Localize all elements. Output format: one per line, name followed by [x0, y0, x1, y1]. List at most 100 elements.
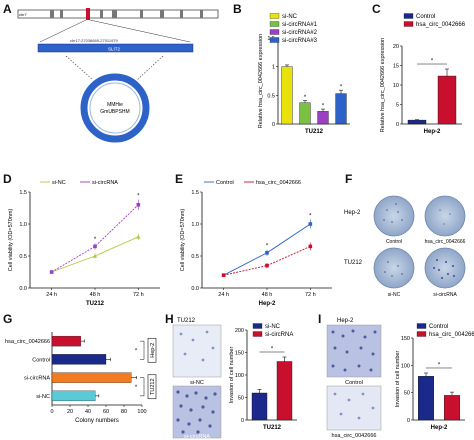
chart-g: 0 20 40 60 80 100 hsa_circ_0042666 Control si-ci…: [5, 332, 157, 424]
x-tick-label: 48 h: [262, 292, 273, 298]
legend-label: si-NC: [52, 180, 66, 186]
bar: [335, 93, 347, 125]
panel-i-images: Hep-2 Control hsa_circ_0042666: [326, 318, 382, 439]
i-img-top: [326, 324, 382, 378]
y-tick-label: 150: [235, 351, 244, 357]
group-label: TU212: [150, 378, 156, 395]
x-tick-label: 48 h: [90, 292, 101, 298]
bar: [51, 390, 96, 402]
y-tick-label: 0.0: [191, 286, 199, 292]
chart-h: 0 50 100 150 200 * TU212 Invasion of cell numbe…: [229, 323, 297, 431]
panel-label-d: D: [3, 172, 12, 186]
legend-label: Control: [429, 324, 448, 330]
x-tick-label: 72 h: [305, 292, 316, 298]
panel-label-a: A: [3, 2, 12, 16]
y-axis-label: Relative hsa_circ_0042666 expression: [258, 34, 264, 128]
significance-star: *: [135, 385, 138, 391]
data-point: [221, 273, 226, 277]
legend-label: hsa_circ_0042666: [256, 180, 301, 186]
y-tick-label: 0.0: [19, 286, 27, 292]
x-axis-label: TU212: [263, 425, 282, 431]
bar: [251, 392, 268, 421]
significance-star: *: [431, 59, 434, 65]
circrna-plasmid-inner: [89, 82, 141, 134]
y-tick-label: 0.5: [191, 254, 199, 260]
x-axis-label: Hep-2: [424, 129, 441, 135]
zoom-line-right: [89, 19, 191, 43]
plate-si-circrna: [424, 247, 466, 289]
significance-star: *: [271, 347, 274, 353]
legend-swatch: [269, 13, 280, 19]
panel-label-g: G: [3, 312, 13, 326]
y-tick-label: 5: [396, 103, 399, 109]
bar: [407, 119, 427, 125]
data-point: [136, 203, 141, 207]
x-axis-label: TU212: [305, 129, 324, 135]
x-axis-label: Hep-2: [431, 425, 448, 431]
chromosome-bands: [50, 10, 203, 18]
plasmid-label-2: GmUBPSHM: [100, 109, 129, 115]
x-axis-label: Colony numbers: [75, 418, 119, 424]
x-tick-label: 24 h: [218, 292, 229, 298]
legend-swatch: [252, 331, 263, 337]
f-caption-si-circ: si-circRNA: [433, 292, 457, 298]
significance-star: *: [322, 104, 325, 110]
y-axis-label: Relative hsa_circ_0042666 expression: [380, 38, 386, 132]
i-title: Hep-2: [337, 318, 354, 324]
x-tick-label: 0: [50, 409, 53, 415]
y-tick-label: 50: [404, 391, 410, 397]
gene-locus-bar: [37, 43, 194, 53]
chart-i: 0 50 100 150 * Hep-2 Invasion of cell number Co…: [395, 323, 474, 431]
panel-label-e: E: [175, 172, 184, 186]
y-tick-label: 100: [401, 363, 410, 369]
legend-label: hsa_circ_0042666: [416, 22, 466, 28]
significance-star: *: [304, 95, 307, 101]
x-tick-label: 24 h: [46, 292, 57, 298]
bar: [276, 361, 293, 421]
group-label-box: [147, 374, 157, 400]
significance-star: *: [137, 194, 140, 200]
bar: [281, 66, 293, 125]
chromosome-bar: [17, 9, 219, 19]
chart-c: 0 5 10 15 20 * Hep-2 Relative hsa_circ_0042666 …: [380, 13, 466, 135]
legend-swatch: [269, 21, 280, 27]
legend-swatch: [269, 29, 280, 35]
group-label: Hep-2: [150, 343, 156, 358]
i-caption-top: Control: [345, 380, 363, 386]
chrom-label: chr7: [19, 12, 28, 17]
significance-star: *: [266, 244, 269, 250]
bar: [51, 372, 132, 383]
y-tick-label: 20: [393, 44, 399, 50]
chromosome-locus-marker: [86, 8, 90, 20]
y-tick-label: Control: [32, 357, 50, 363]
y-tick-label: 50: [238, 396, 244, 402]
x-tick-label: 80: [121, 409, 127, 415]
chart-e: 0.0 0.5 1.0 1.5 24 h 48 h 72 h Control hsa_circ_…: [180, 180, 332, 307]
y-tick-label: 0: [396, 122, 399, 128]
x-axis-label: TU212: [86, 301, 105, 307]
coord-label: chr17:27036689-27011979: [70, 38, 119, 43]
y-tick-label: 0.5: [267, 93, 275, 99]
data-point: [92, 253, 98, 258]
x-axis-label: Hep-2: [259, 301, 276, 307]
panel-label-h: H: [165, 312, 174, 326]
panel-f-plates: Hep-2 TU212 Control hsa_circ_0042666 si-…: [344, 195, 466, 298]
plate-si-nc: [373, 247, 415, 289]
y-tick-label: 100: [235, 373, 244, 379]
legend-label: Control: [216, 180, 234, 186]
y-tick-label: 0: [272, 122, 275, 128]
legend-swatch: [403, 21, 414, 27]
y-axis-label: Invasion of cell number: [395, 351, 401, 408]
y-tick-label: 0: [407, 418, 410, 424]
y-tick-label: 1.0: [191, 222, 199, 228]
significance-star: *: [438, 362, 441, 368]
x-tick-label: 60: [103, 409, 109, 415]
panel-label-f: F: [345, 172, 353, 186]
y-axis-label: Cell viability (OD=570nm): [180, 209, 186, 272]
x-tick-label: 100: [137, 409, 146, 415]
group-label-box: [147, 337, 157, 363]
plasmid-label-1: MMHie: [107, 102, 123, 108]
f-caption-hsa: hsa_circ_0042666: [425, 239, 466, 245]
x-tick-label: 20: [67, 409, 73, 415]
h-img-top: [172, 324, 222, 378]
